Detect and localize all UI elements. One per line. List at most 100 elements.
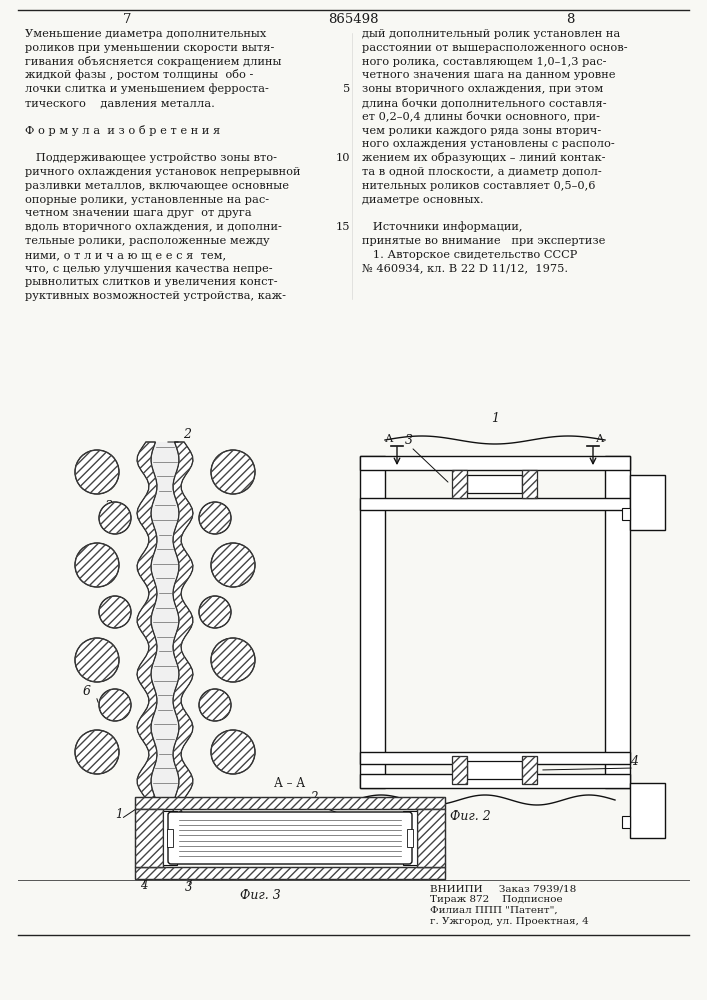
Circle shape — [211, 638, 255, 682]
Bar — [403, 811, 417, 865]
Bar — [360, 498, 630, 510]
Text: лочки слитка и уменьшением ферроста-: лочки слитка и уменьшением ферроста- — [25, 83, 269, 94]
Text: Поддерживающее устройство зоны вто-: Поддерживающее устройство зоны вто- — [25, 153, 277, 163]
Text: нительных роликов составляет 0,5–0,6: нительных роликов составляет 0,5–0,6 — [362, 181, 595, 191]
Text: тельные ролики, расположенные между: тельные ролики, расположенные между — [25, 236, 270, 246]
Polygon shape — [173, 442, 193, 817]
Text: 4: 4 — [140, 879, 148, 892]
Text: 5: 5 — [145, 815, 153, 828]
Text: четном значении шага друг  от друга: четном значении шага друг от друга — [25, 208, 252, 218]
Bar — [360, 456, 385, 788]
Text: 5: 5 — [343, 84, 350, 94]
Text: 1: 1 — [80, 462, 88, 475]
Text: 3: 3 — [405, 434, 413, 447]
Text: Фиг. 1: Фиг. 1 — [155, 828, 195, 841]
Bar — [135, 809, 163, 867]
Bar — [135, 809, 163, 867]
Text: 4: 4 — [630, 755, 638, 768]
Text: 7: 7 — [123, 13, 132, 26]
Bar — [360, 752, 630, 764]
Bar — [407, 829, 413, 847]
Text: Уменьшение диаметра дополнительных: Уменьшение диаметра дополнительных — [25, 29, 267, 39]
Text: та в одной плоскости, а диаметр допол-: та в одной плоскости, а диаметр допол- — [362, 167, 602, 177]
Bar — [630, 783, 665, 838]
Circle shape — [199, 596, 231, 628]
Circle shape — [211, 450, 255, 494]
Bar — [135, 867, 445, 879]
Text: 2: 2 — [310, 791, 317, 804]
Bar — [135, 797, 445, 809]
Text: 15: 15 — [336, 222, 350, 232]
Bar — [522, 756, 537, 784]
Bar — [605, 456, 630, 788]
Bar — [467, 475, 522, 493]
Text: рывнолитых слитков и увеличения конст-: рывнолитых слитков и увеличения конст- — [25, 277, 278, 287]
Text: ного ролика, составляющем 1,0–1,3 рас-: ного ролика, составляющем 1,0–1,3 рас- — [362, 57, 607, 67]
Text: 865498: 865498 — [328, 13, 378, 26]
Text: Источники информации,: Источники информации, — [362, 221, 522, 232]
Circle shape — [75, 730, 119, 774]
Bar — [360, 774, 630, 788]
FancyBboxPatch shape — [168, 812, 412, 864]
Text: четного значения шага на данном уровне: четного значения шага на данном уровне — [362, 70, 616, 80]
Bar — [452, 470, 467, 498]
Text: 3: 3 — [105, 500, 113, 513]
Text: принятые во внимание   при экспертизе: принятые во внимание при экспертизе — [362, 236, 605, 246]
Bar — [522, 756, 537, 784]
Text: 1. Авторское свидетельство СССР: 1. Авторское свидетельство СССР — [362, 250, 577, 260]
Bar — [163, 811, 177, 865]
Text: А: А — [385, 434, 393, 444]
Text: роликов при уменьшении скорости вытя-: роликов при уменьшении скорости вытя- — [25, 43, 274, 53]
Text: жением их образующих – линий контак-: жением их образующих – линий контак- — [362, 152, 605, 163]
Text: 1: 1 — [491, 412, 499, 425]
Circle shape — [99, 689, 131, 721]
Bar — [417, 809, 445, 867]
Text: опорные ролики, установленные на рас-: опорные ролики, установленные на рас- — [25, 195, 269, 205]
Text: ними, о т л и ч а ю щ е е с я  тем,: ними, о т л и ч а ю щ е е с я тем, — [25, 250, 226, 260]
Text: зоны вторичного охлаждения, при этом: зоны вторичного охлаждения, при этом — [362, 84, 603, 94]
Bar — [622, 508, 630, 520]
Text: г. Ужгород, ул. Проектная, 4: г. Ужгород, ул. Проектная, 4 — [430, 917, 589, 926]
Circle shape — [99, 502, 131, 534]
Text: 8: 8 — [566, 13, 574, 26]
Circle shape — [75, 543, 119, 587]
Text: длина бочки дополнительного составля-: длина бочки дополнительного составля- — [362, 97, 607, 108]
Text: ВНИИПИ     Заказ 7939/18: ВНИИПИ Заказ 7939/18 — [430, 884, 576, 893]
Bar — [167, 829, 173, 847]
Circle shape — [99, 596, 131, 628]
Text: ет 0,2–0,4 длины бочки основного, при-: ет 0,2–0,4 длины бочки основного, при- — [362, 111, 600, 122]
Polygon shape — [137, 442, 157, 817]
Text: расстоянии от вышерасположенного основ-: расстоянии от вышерасположенного основ- — [362, 43, 628, 53]
Bar — [522, 470, 537, 498]
Text: 6: 6 — [83, 685, 91, 698]
Circle shape — [211, 730, 255, 774]
Text: Ф о р м у л а  и з о б р е т е н и я: Ф о р м у л а и з о б р е т е н и я — [25, 125, 221, 136]
Text: Фиг. 2: Фиг. 2 — [450, 810, 491, 823]
Circle shape — [199, 502, 231, 534]
Text: ного охлаждения установлены с располо-: ного охлаждения установлены с располо- — [362, 139, 615, 149]
Text: 2: 2 — [183, 428, 191, 441]
Bar — [452, 470, 467, 498]
Text: 5: 5 — [181, 828, 189, 841]
Text: что, с целью улучшения качества непре-: что, с целью улучшения качества непре- — [25, 264, 273, 274]
Polygon shape — [151, 442, 179, 817]
Bar — [452, 756, 467, 784]
Text: чем ролики каждого ряда зоны вторич-: чем ролики каждого ряда зоны вторич- — [362, 126, 601, 136]
Bar — [467, 761, 522, 779]
Text: 10: 10 — [336, 153, 350, 163]
Text: диаметре основных.: диаметре основных. — [362, 195, 484, 205]
Text: тического    давления металла.: тического давления металла. — [25, 98, 215, 108]
Text: разливки металлов, включающее основные: разливки металлов, включающее основные — [25, 181, 289, 191]
Text: А – А: А – А — [274, 777, 305, 790]
Bar — [135, 797, 445, 809]
Text: 3: 3 — [185, 881, 192, 894]
Text: Тираж 872    Подписное: Тираж 872 Подписное — [430, 895, 563, 904]
Text: Фиг. 3: Фиг. 3 — [240, 889, 281, 902]
Bar — [452, 756, 467, 784]
Circle shape — [211, 543, 255, 587]
Text: Филиал ППП "Патент",: Филиал ППП "Патент", — [430, 906, 558, 915]
Bar — [622, 816, 630, 828]
Text: жидкой фазы , ростом толщины  обо -: жидкой фазы , ростом толщины обо - — [25, 69, 253, 80]
Bar — [630, 475, 665, 530]
Bar — [522, 470, 537, 498]
